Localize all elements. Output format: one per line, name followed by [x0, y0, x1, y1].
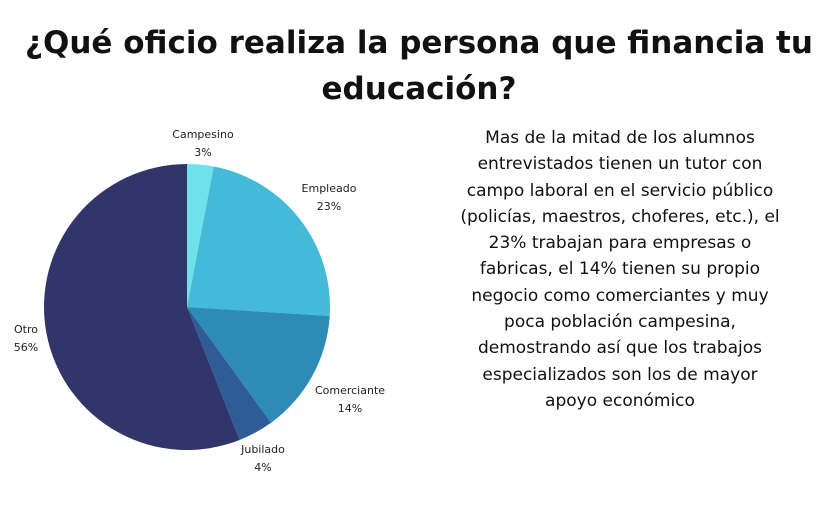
- slice-value-comerciante: 14%: [338, 402, 362, 415]
- pie-slice-jubilado: [187, 307, 272, 440]
- pie-slice-comerciante: [187, 307, 330, 423]
- slice-value-jubilado: 4%: [254, 461, 271, 474]
- pie-chart: Campesino 3% Empleado 23% Comerciante 14% Jubi…: [14, 128, 385, 474]
- pie-slice-empleado: [187, 166, 331, 316]
- pie-slice-campesino: [187, 164, 214, 307]
- slice-label-campesino: Campesino: [172, 128, 234, 141]
- pie-labels: Campesino 3% Empleado 23% Comerciante 14% Jubi…: [14, 128, 385, 474]
- pie-slices: [44, 164, 331, 450]
- chart-description: Mas de la mitad de los alumnos entrevist…: [460, 128, 780, 411]
- slice-label-comerciante: Comerciante: [315, 384, 385, 397]
- slice-label-jubilado: Jubilado: [240, 443, 285, 456]
- pie-slice-otro: [44, 164, 240, 450]
- slice-label-otro: Otro: [14, 323, 38, 336]
- slice-value-otro: 56%: [14, 341, 38, 354]
- slice-value-empleado: 23%: [317, 200, 341, 213]
- chart-title: ¿Qué oficio realiza la persona que finan…: [25, 25, 813, 107]
- slice-value-campesino: 3%: [194, 146, 211, 159]
- slice-label-empleado: Empleado: [302, 182, 357, 195]
